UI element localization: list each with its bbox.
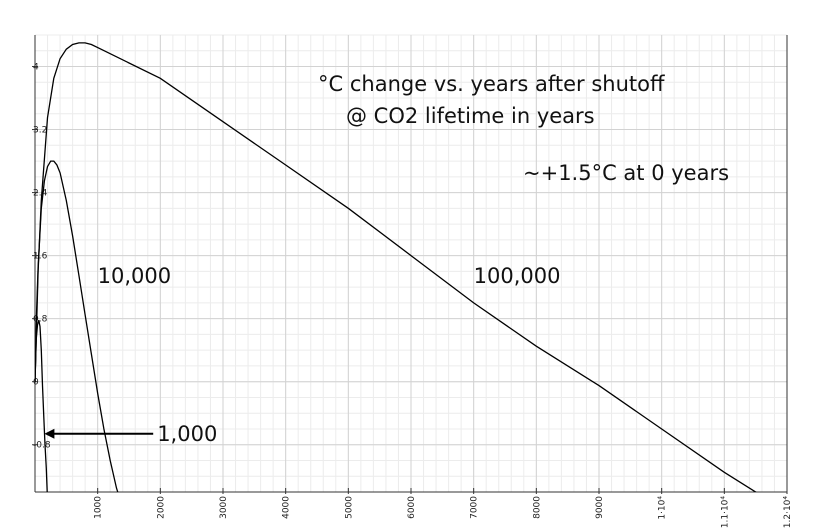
chart-subtitle: @ CO2 lifetime in years xyxy=(346,104,595,128)
x-tick-label: 5000 xyxy=(344,496,354,519)
y-tick-label: 0.8 xyxy=(33,315,48,325)
series-label-10000: 10,000 xyxy=(98,264,171,288)
series-line-10000 xyxy=(35,160,119,492)
y-tick-label: 4 xyxy=(33,63,39,73)
x-tick-label: 1·10⁴ xyxy=(658,496,668,520)
series-line-100000 xyxy=(35,42,757,492)
x-tick-label: 2000 xyxy=(156,496,166,519)
y-tick-label: 2.4 xyxy=(33,189,48,199)
chart-note: ~+1.5°C at 0 years xyxy=(523,161,729,185)
x-tick-label: 9000 xyxy=(595,496,605,519)
y-tick-label: 1.6 xyxy=(33,252,48,262)
x-tick-label: 6000 xyxy=(407,496,417,519)
x-tick-label: 3000 xyxy=(219,496,229,519)
chart-title: °C change vs. years after shutoff xyxy=(318,72,665,96)
x-tick-label: 8000 xyxy=(532,496,542,519)
y-tick-label: 3.2 xyxy=(33,126,47,136)
arrow-head xyxy=(44,428,55,439)
x-tick-label: 1.1·10⁴ xyxy=(720,496,730,528)
x-tick-label: 1000 xyxy=(94,496,104,519)
series-line-1000 xyxy=(35,320,48,492)
series-label-100000: 100,000 xyxy=(474,264,561,288)
series-group xyxy=(35,42,757,492)
x-tick-label: 1.2·10⁴ xyxy=(783,496,793,528)
series-label-1000: 1,000 xyxy=(157,422,217,446)
annotations: 10,000 100,000 1,000 xyxy=(44,264,561,446)
x-tick-label: 7000 xyxy=(470,496,480,519)
y-tick-label: -0.8 xyxy=(33,441,51,451)
x-tick-label: 4000 xyxy=(282,496,292,519)
y-tick-label: 0 xyxy=(33,378,39,388)
